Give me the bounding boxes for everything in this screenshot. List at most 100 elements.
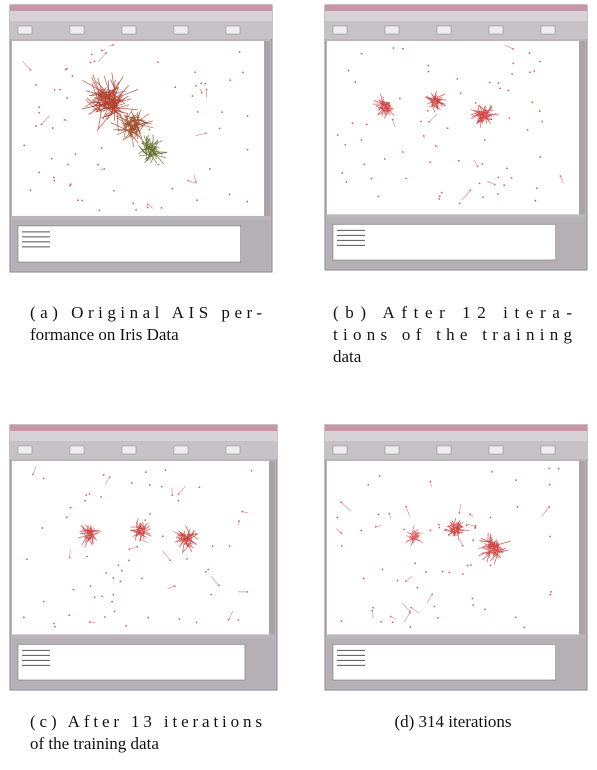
cell xyxy=(550,590,552,593)
canvas xyxy=(327,461,579,635)
cell xyxy=(64,68,67,71)
cell xyxy=(195,621,198,624)
cluster-stroke xyxy=(186,542,193,553)
cluster-stroke xyxy=(487,105,492,114)
cell xyxy=(457,159,460,162)
cell xyxy=(344,143,347,146)
cell xyxy=(420,120,422,123)
link xyxy=(426,594,433,603)
cell xyxy=(360,139,363,142)
cluster-stroke xyxy=(384,109,387,115)
cluster-stroke xyxy=(154,139,158,146)
toolbar xyxy=(325,441,587,459)
cell xyxy=(198,486,201,489)
cluster-stroke xyxy=(138,532,142,535)
cell xyxy=(194,71,197,74)
cell xyxy=(228,193,231,196)
cell xyxy=(370,177,373,180)
cluster-stroke xyxy=(105,108,115,116)
cluster-stroke xyxy=(385,107,391,116)
cell xyxy=(539,60,541,63)
cell xyxy=(229,79,232,82)
cluster-stroke xyxy=(143,527,146,530)
cell xyxy=(506,167,508,170)
cluster-stroke xyxy=(141,531,144,534)
menu-bar xyxy=(10,431,277,441)
cluster-stroke xyxy=(428,105,436,108)
cell xyxy=(125,624,128,627)
cell xyxy=(85,494,88,497)
toolbar-field xyxy=(17,25,33,35)
cell xyxy=(539,156,542,158)
cell xyxy=(103,616,106,618)
cell xyxy=(438,523,440,526)
cluster-stroke xyxy=(100,92,118,101)
cell xyxy=(98,209,101,212)
link xyxy=(69,549,71,558)
cluster-stroke xyxy=(134,109,142,127)
cluster-stroke xyxy=(136,120,153,126)
cluster-stroke xyxy=(458,528,465,532)
cluster-stroke xyxy=(173,531,184,537)
cluster-stroke xyxy=(143,525,150,531)
scrollbar xyxy=(269,461,275,635)
cluster-stroke xyxy=(479,105,486,112)
cell xyxy=(242,71,244,74)
cluster-stroke xyxy=(125,109,133,120)
cluster-stroke xyxy=(179,540,183,543)
toolbar-field xyxy=(488,25,504,35)
cell xyxy=(35,125,37,127)
cell xyxy=(177,499,180,502)
cell xyxy=(97,163,99,166)
cluster-stroke xyxy=(447,530,456,536)
cell xyxy=(526,128,529,131)
cluster-stroke xyxy=(112,105,116,108)
cell xyxy=(548,467,551,470)
cluster-stroke xyxy=(135,122,147,131)
cell xyxy=(196,199,198,202)
cell xyxy=(437,617,439,619)
cluster-stroke xyxy=(116,107,138,111)
cell xyxy=(460,531,463,534)
cluster-stroke xyxy=(154,152,167,155)
cell xyxy=(535,187,538,190)
cell xyxy=(497,176,500,179)
link xyxy=(461,190,471,201)
cluster-stroke xyxy=(447,525,453,530)
cluster-stroke xyxy=(182,543,191,553)
cell xyxy=(120,569,123,572)
screenshot xyxy=(9,4,273,273)
cell xyxy=(538,110,541,112)
cell xyxy=(250,469,253,472)
cluster-stroke xyxy=(135,112,141,127)
cluster-stroke xyxy=(455,520,461,526)
link xyxy=(473,159,478,167)
cluster-stroke xyxy=(80,525,87,534)
cluster-stroke xyxy=(455,528,458,530)
cluster-stroke xyxy=(117,127,133,136)
cell xyxy=(144,519,147,521)
cell xyxy=(497,193,499,195)
cell xyxy=(119,580,122,583)
cell xyxy=(481,163,484,165)
cluster-stroke xyxy=(483,106,488,112)
cell xyxy=(22,616,25,619)
cluster-stroke xyxy=(481,115,485,118)
cluster-stroke xyxy=(131,131,134,147)
link xyxy=(162,550,171,561)
cluster-stroke xyxy=(451,525,456,529)
cell xyxy=(409,626,412,628)
cluster-stroke xyxy=(86,532,91,539)
cell xyxy=(438,195,441,198)
link xyxy=(178,486,186,495)
cluster-stroke xyxy=(81,537,87,546)
cluster-stroke xyxy=(90,533,94,544)
cluster-stroke xyxy=(479,109,487,116)
cluster-stroke xyxy=(92,74,102,97)
cell xyxy=(383,158,386,160)
cluster-stroke xyxy=(123,125,128,138)
cell xyxy=(508,117,511,119)
toolbar-field xyxy=(225,445,241,455)
link xyxy=(147,204,154,209)
link xyxy=(459,538,463,546)
